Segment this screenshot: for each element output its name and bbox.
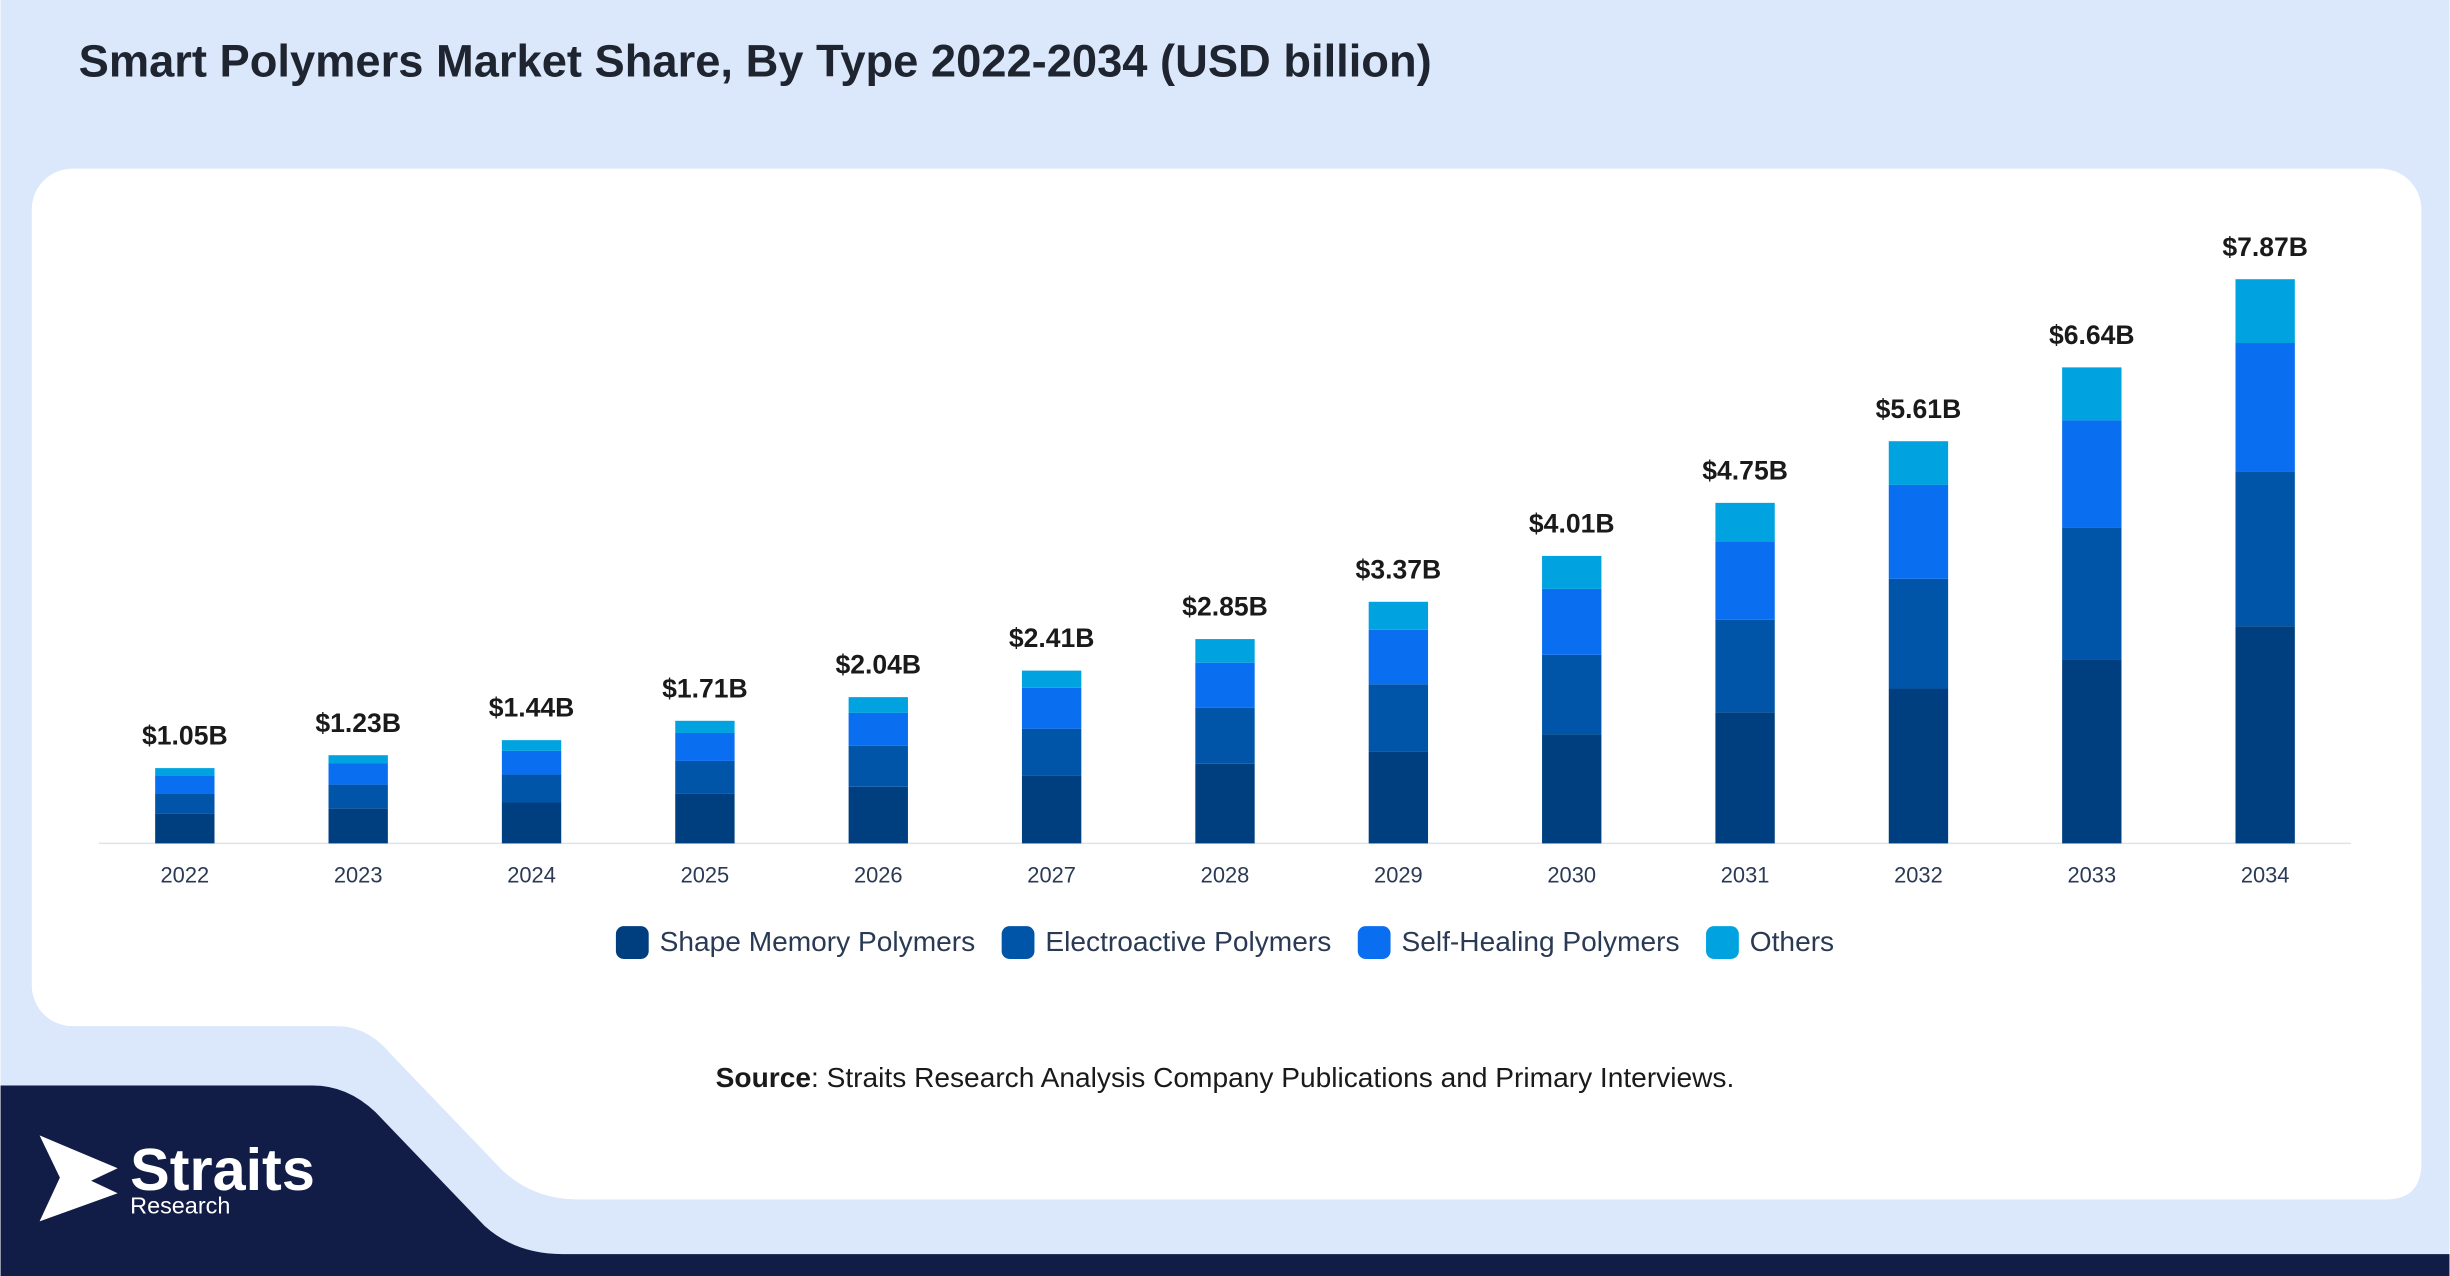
source: Source: Straits Research Analysis Compan… — [716, 1062, 1735, 1093]
bar-segment — [328, 808, 388, 844]
bar-segment — [1195, 639, 1255, 663]
total-label: $1.44B — [489, 693, 575, 723]
bar-segment — [1888, 441, 1949, 485]
bar-segment — [328, 763, 388, 785]
bar-segment — [1715, 502, 1775, 542]
bar-segment — [1888, 484, 1949, 579]
bar-segment — [2062, 659, 2122, 844]
bar-segment — [1368, 629, 1429, 685]
bar-segment — [848, 712, 908, 746]
bar-segment — [2062, 527, 2122, 660]
bar-segment — [1888, 688, 1949, 844]
x-tick-label: 2022 — [161, 862, 210, 887]
total-label: $3.37B — [1356, 554, 1442, 584]
source-text: : Straits Research Analysis Company Publ… — [811, 1062, 1734, 1093]
bar-segment — [1368, 751, 1429, 844]
x-tick-label: 2031 — [1721, 862, 1770, 887]
bar-segment — [1021, 687, 1082, 729]
total-label: $5.61B — [1876, 394, 1962, 424]
total-label: $1.71B — [662, 673, 748, 703]
x-tick-label: 2023 — [334, 862, 383, 887]
x-tick-label: 2028 — [1201, 862, 1250, 887]
bar-segment — [2235, 343, 2295, 472]
legend-swatch — [615, 926, 649, 959]
bar-segment — [1542, 555, 1602, 589]
bar-segment — [675, 760, 735, 794]
bar-segment — [675, 793, 735, 844]
bar-segment — [501, 774, 562, 803]
total-label: $2.04B — [835, 650, 921, 680]
bar-segment — [501, 750, 562, 775]
legend-swatch — [1706, 926, 1739, 959]
bar-segment — [848, 697, 908, 713]
bar-segment — [848, 745, 908, 787]
bar-segment — [2062, 420, 2122, 528]
total-label: $2.85B — [1182, 592, 1268, 622]
bar-segment — [1715, 541, 1775, 620]
bar-segment — [2235, 279, 2295, 344]
x-tick-label: 2026 — [854, 862, 903, 887]
total-label: $1.05B — [142, 721, 228, 751]
x-tick-label: 2029 — [1374, 862, 1423, 887]
source-label: Source — [716, 1062, 811, 1093]
bar-segment — [155, 813, 215, 844]
bar-segment — [328, 755, 388, 764]
total-label: $1.23B — [315, 708, 401, 738]
footer-band — [0, 1085, 2450, 1276]
total-label: $4.01B — [1529, 508, 1615, 538]
logo-sub: Research — [130, 1193, 230, 1219]
x-tick-label: 2027 — [1027, 862, 1076, 887]
bar-segment — [155, 793, 215, 814]
bar-segment — [1021, 775, 1082, 844]
bar-segment — [1021, 670, 1082, 688]
x-tick-label: 2034 — [2241, 862, 2290, 887]
chart-title: Smart Polymers Market Share, By Type 202… — [79, 36, 1432, 87]
bar-segment — [1542, 734, 1602, 844]
legend-label: Self-Healing Polymers — [1401, 926, 1679, 957]
x-tick-label: 2025 — [681, 862, 730, 887]
legend-label: Others — [1750, 926, 1834, 957]
logo-name: Straits — [130, 1136, 315, 1203]
bar-segment — [1888, 578, 1949, 689]
bar-segment — [1715, 712, 1775, 844]
bar-segment — [1542, 654, 1602, 735]
total-label: $6.64B — [2049, 320, 2135, 350]
bar-segment — [1715, 619, 1775, 713]
bar-segment — [2235, 626, 2295, 844]
x-tick-label: 2030 — [1547, 862, 1596, 887]
x-tick-label: 2033 — [2067, 862, 2116, 887]
legend-label: Shape Memory Polymers — [660, 926, 976, 957]
bar-segment — [675, 720, 735, 733]
bar-segment — [1195, 763, 1255, 844]
legend-swatch — [1001, 926, 1035, 959]
logo-icon — [39, 1135, 118, 1222]
total-label: $7.87B — [2222, 232, 2308, 262]
x-tick-label: 2032 — [1894, 862, 1943, 887]
bar-segment — [1368, 601, 1429, 630]
x-tick-label: 2024 — [507, 862, 556, 887]
bar-segment — [155, 768, 215, 776]
bar-segment — [328, 784, 388, 809]
total-label: $2.41B — [1009, 623, 1095, 653]
card-lower — [336, 983, 2422, 1200]
bar-segment — [501, 740, 562, 751]
bar-segment — [1195, 662, 1255, 708]
legend-label: Electroactive Polymers — [1045, 926, 1331, 957]
legend-swatch — [1357, 926, 1391, 959]
bar-segment — [848, 786, 908, 844]
card — [31, 168, 2422, 1027]
bar-segment — [2235, 471, 2295, 627]
bar-segment — [501, 802, 562, 844]
bar-segment — [1542, 588, 1602, 655]
bar-segment — [1368, 684, 1429, 752]
total-label: $4.75B — [1702, 455, 1788, 485]
bar-segment — [2062, 367, 2122, 421]
bar-segment — [155, 775, 215, 794]
bar-segment — [1195, 707, 1255, 764]
bar-segment — [1021, 728, 1082, 776]
bar-segment — [675, 732, 735, 761]
